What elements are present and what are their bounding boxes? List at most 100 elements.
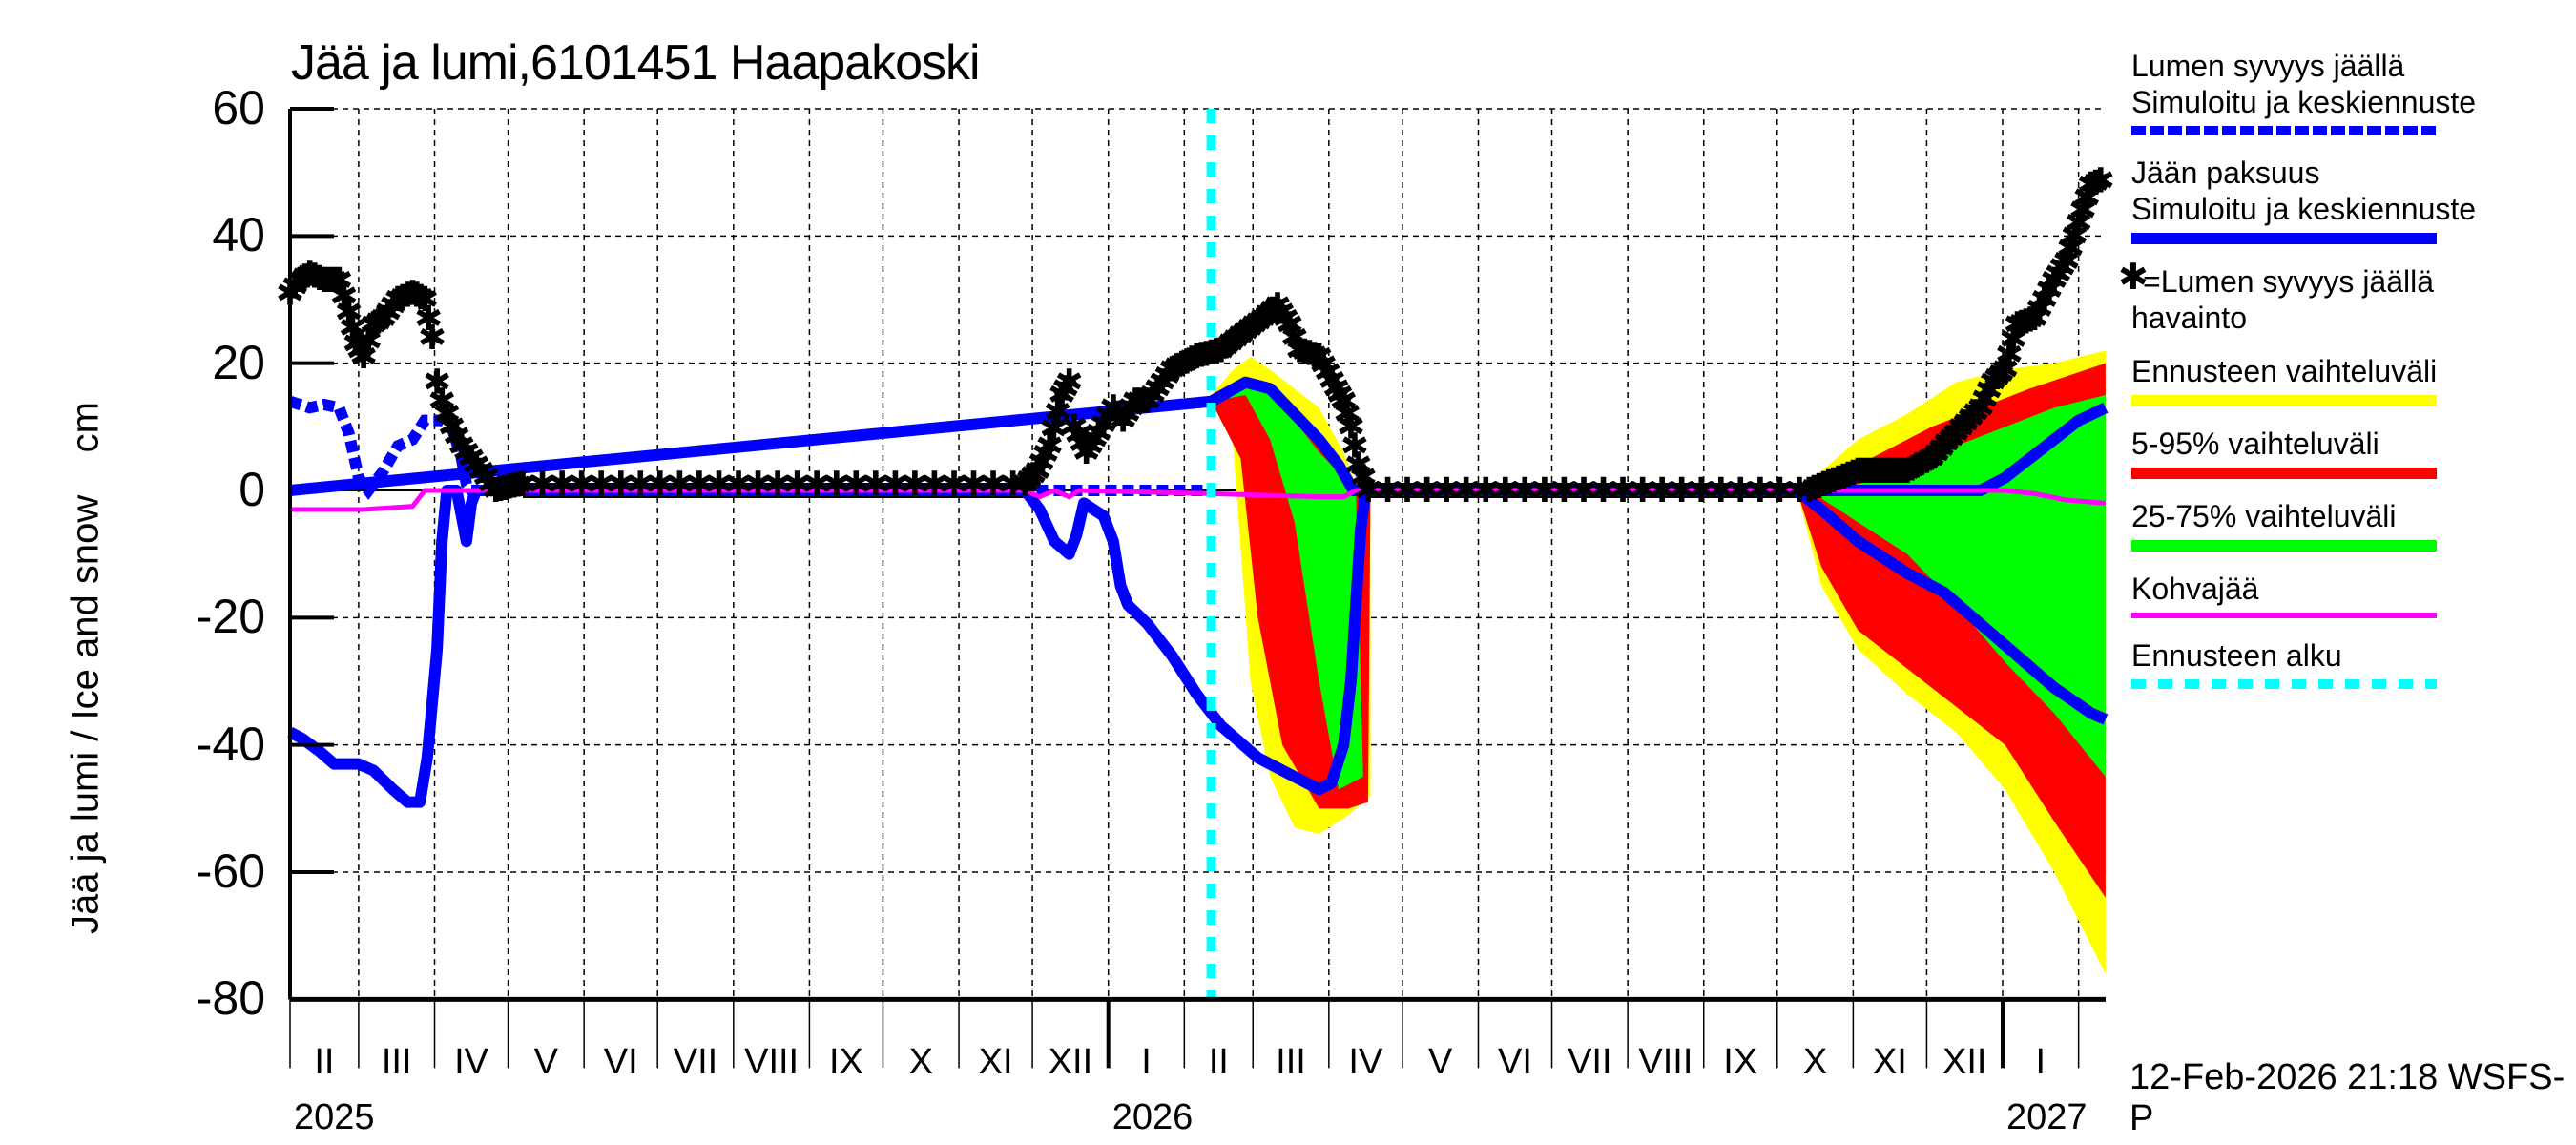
x-month-label: XI [978,1042,1013,1082]
svg-text:✱: ✱ [1344,445,1373,484]
red-swatch-icon [2131,468,2437,479]
svg-text:✱: ✱ [1318,361,1346,400]
svg-text:✱: ✱ [1974,371,2003,410]
svg-text:✱: ✱ [1064,415,1092,454]
svg-text:✱: ✱ [432,394,461,433]
svg-text:✱: ✱ [388,278,417,317]
x-month-label: II [314,1042,335,1082]
svg-text:✱: ✱ [1276,305,1304,344]
svg-text:✱: ✱ [1309,344,1338,384]
x-month-label: VI [1498,1042,1532,1082]
x-month-label: XII [1048,1042,1093,1082]
svg-text:✱: ✱ [1863,451,1892,490]
svg-text:✱: ✱ [2016,301,2045,340]
svg-text:✱: ✱ [359,305,387,344]
svg-text:✱: ✱ [1221,319,1250,358]
svg-text:✱: ✱ [1129,382,1157,421]
svg-text:✱: ✱ [1432,470,1461,510]
svg-text:✱: ✱ [1942,413,1970,452]
x-month-label: II [1208,1042,1229,1082]
svg-text:✱: ✱ [1937,418,1965,457]
x-month-label: X [908,1042,933,1082]
svg-text:✱: ✱ [301,257,329,296]
svg-text:✱: ✱ [495,468,524,507]
svg-text:✱: ✱ [1239,305,1268,344]
svg-text:✱: ✱ [1815,463,1843,502]
svg-text:✱: ✱ [1207,330,1236,369]
svg-text:✱: ✱ [443,416,471,455]
x-month-label: IV [454,1042,488,1082]
svg-text:✱: ✱ [1970,379,1999,418]
legend: Lumen syvyys jäällä Simuloitu ja keskien… [2118,48,2570,708]
svg-text:✱: ✱ [1271,299,1299,338]
legend-range-5-95: 5-95% vaihteluväli [2131,426,2570,479]
legend-ice-sim: Jään paksuus Simuloitu ja keskiennuste [2131,155,2570,244]
svg-text:✱: ✱ [427,382,456,421]
svg-text:✱: ✱ [1648,470,1676,510]
svg-text:✱: ✱ [1687,470,1715,510]
svg-text:✱: ✱ [1023,451,1051,490]
y-axis-label: Jää ja lumi / Ice and snow cm [64,401,107,935]
svg-text:✱: ✱ [1216,323,1245,362]
svg-text:✱: ✱ [1922,433,1951,472]
svg-text:✱: ✱ [1138,375,1167,414]
svg-text:✱: ✱ [704,464,733,503]
svg-text:✱: ✱ [1267,292,1296,331]
y-tick-label: -20 [196,590,265,644]
svg-text:✱: ✱ [1799,468,1828,508]
svg-text:✱: ✱ [1510,470,1539,510]
svg-text:✱: ✱ [1157,349,1186,388]
svg-text:✱: ✱ [1133,382,1162,421]
svg-text:✱: ✱ [1244,302,1273,341]
svg-text:✱: ✱ [320,260,348,300]
svg-text:✱: ✱ [338,308,366,347]
svg-text:✱: ✱ [802,464,831,503]
x-month-label: VIII [744,1042,800,1082]
svg-text:✱: ✱ [2072,177,2101,217]
svg-text:✱: ✱ [1849,451,1878,490]
svg-text:✱: ✱ [568,464,596,503]
svg-text:✱: ✱ [1927,428,1956,468]
svg-text:✱: ✱ [1932,424,1961,463]
svg-text:✱: ✱ [1785,470,1814,510]
y-tick-label: -60 [196,844,265,899]
svg-text:✱: ✱ [379,286,407,325]
svg-text:✱: ✱ [329,277,358,316]
svg-text:✱: ✱ [1589,470,1617,510]
svg-text:✱: ✱ [280,267,309,306]
svg-text:✱: ✱ [335,292,364,331]
svg-text:✱: ✱ [1628,470,1656,510]
svg-text:✱: ✱ [1076,426,1105,465]
svg-text:✱: ✱ [354,321,383,360]
svg-text:✱: ✱ [2082,163,2110,202]
svg-text:✱: ✱ [462,445,490,484]
svg-text:✱: ✱ [1044,392,1072,431]
x-month-label: XII [1942,1042,1987,1082]
svg-text:✱: ✱ [349,337,378,376]
svg-text:✱: ✱ [1104,394,1132,433]
svg-text:✱: ✱ [1878,451,1906,490]
svg-text:✱: ✱ [548,464,576,503]
svg-text:✱: ✱ [1804,467,1833,506]
svg-text:✱: ✱ [1966,387,1995,427]
svg-text:✱: ✱ [2040,260,2068,300]
svg-text:✱: ✱ [1099,387,1128,427]
svg-text:✱: ✱ [1707,470,1735,510]
svg-text:✱: ✱ [1212,326,1240,365]
svg-text:✱: ✱ [1834,455,1862,494]
svg-text:✱: ✱ [1809,465,1838,504]
svg-text:✱: ✱ [1917,439,1945,478]
svg-text:✱: ✱ [509,464,537,503]
magenta-swatch-icon [2131,613,2437,618]
svg-text:✱: ✱ [1285,330,1314,369]
y-tick-label: 0 [239,463,265,516]
x-month-label: I [1141,1042,1152,1082]
svg-text:✱: ✱ [1027,443,1055,482]
svg-text:✱: ✱ [1258,290,1287,329]
y-tick-label: -40 [196,717,265,771]
svg-text:✱: ✱ [1010,464,1039,503]
x-month-label: IX [1723,1042,1758,1082]
svg-text:✱: ✱ [1060,406,1089,446]
y-tick-label: 20 [212,335,265,389]
svg-text:✱: ✱ [1290,332,1319,371]
